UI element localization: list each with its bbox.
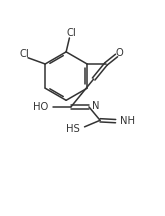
Text: N: N bbox=[92, 101, 99, 111]
Text: HS: HS bbox=[66, 124, 80, 134]
Text: O: O bbox=[116, 48, 124, 58]
Text: Cl: Cl bbox=[66, 28, 76, 38]
Text: Cl: Cl bbox=[19, 49, 29, 59]
Text: NH: NH bbox=[120, 116, 135, 126]
Text: HO: HO bbox=[33, 102, 48, 112]
